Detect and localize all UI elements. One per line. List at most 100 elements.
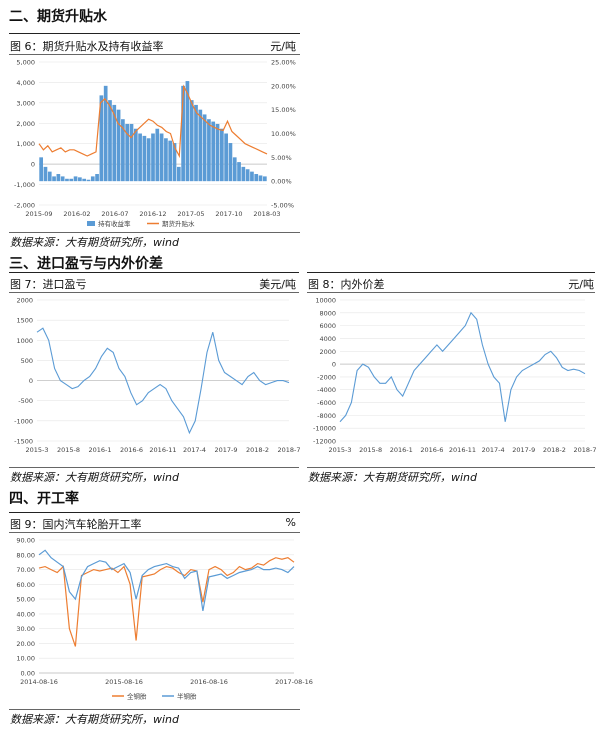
y-tick-label: 5,000 [16,59,35,67]
bar [202,114,207,182]
divider [307,292,595,293]
x-tick-label: 2017-4 [183,446,206,454]
chart-source: 数据来源：大有期货研究所，wind [10,236,180,249]
x-tick-label: 2018-2 [543,446,566,454]
bar [133,128,138,182]
y-tick-label: 2000 [16,297,33,305]
bar [228,143,233,182]
series-line [339,311,586,423]
legend-label: 持有收益率 [98,219,131,228]
chart-caption: 图 9：国内汽车轮胎开工率 [10,518,142,531]
x-tick-label: 2016-11 [149,446,176,454]
chart-caption: 图 6：期货升贴水及持有收益率 [10,40,164,53]
bar [146,138,151,182]
y2-tick-label: 10.00% [271,130,296,138]
bar [198,109,203,182]
chart-source: 数据来源：大有期货研究所，wind [10,713,180,726]
bar [129,123,134,182]
x-tick-label: 2017-05 [177,210,204,218]
chart-unit: % [285,516,296,529]
bar [78,177,82,182]
y-tick-label: 8000 [319,309,336,317]
y-tick-label: 500 [21,357,33,365]
y-tick-label: -2000 [317,373,336,381]
x-tick-label: 2015-8 [57,446,80,454]
y2-tick-label: 15.00% [271,106,296,114]
y-tick-label: 40.00 [16,610,35,618]
bar [258,175,263,182]
y-tick-label: 1500 [16,317,33,325]
bar [254,174,259,182]
series-line [36,327,290,435]
bar [43,166,48,182]
x-tick-label: 2016-12 [139,210,166,218]
y-tick-label: -1000 [14,417,33,425]
bar [99,95,104,182]
y-tick-label: -4000 [317,386,336,394]
divider [9,532,300,533]
bar [69,178,74,182]
bar [211,121,216,182]
x-tick-label: 2016-1 [88,446,111,454]
bar [215,123,220,182]
bar [237,162,241,182]
bar [164,138,168,182]
divider [9,54,300,55]
bar [103,85,108,182]
x-tick-label: 2014-08-16 [20,678,58,686]
series-line [38,557,295,647]
y-tick-label: 10.00 [16,655,35,663]
bar [232,157,237,182]
y-tick-label: -12000 [313,438,336,446]
y-tick-label: 6000 [319,322,336,330]
bar [95,174,99,182]
bar [82,178,87,182]
divider [307,467,595,468]
chart-unit: 元/吨 [270,40,296,53]
y-tick-label: 1000 [16,337,33,345]
x-tick-label: 2015-3 [25,446,48,454]
y-tick-label: -10000 [313,425,336,433]
section-heading-import-profit: 三、进口盈亏与内外价差 [9,256,163,272]
bar [60,176,65,182]
y-tick-label: 0.00 [21,670,35,678]
bar [90,176,95,182]
bar [194,104,198,182]
bar [112,104,117,182]
y-tick-label: -6000 [317,399,336,407]
y-tick-label: 0 [332,361,336,369]
legend-label: 全钢胎 [127,692,147,701]
bar [185,81,190,182]
bar [108,100,112,182]
bar [250,171,254,182]
y-tick-label: 60.00 [16,581,35,589]
y-tick-label: 2000 [319,348,336,356]
series-line [38,84,268,159]
bar [172,143,177,182]
x-tick-label: 2016-1 [390,446,413,454]
bar [189,100,194,182]
bar [159,133,164,182]
x-tick-label: 2016-11 [449,446,476,454]
x-tick-label: 2015-09 [25,210,52,218]
tire-operating-rate-chart: 90.00 80.00 70.00 60.00 50.00 40.00 30.00 20.00… [16,537,313,701]
chart-source: 数据来源：大有期货研究所，wind [308,471,478,484]
x-tick-label: 2017-08-16 [275,678,313,686]
bar [168,140,173,182]
bar [181,85,185,182]
y-tick-label: 4,000 [16,79,35,87]
y-tick-label: 20.00 [16,640,35,648]
bar [151,133,155,182]
y-tick-label: -1500 [14,438,33,446]
y2-tick-label: 5.00% [271,154,292,162]
x-tick-label: 2016-02 [63,210,90,218]
price-spread-chart: 10000 8000 6000 4000 2000 0 -2000 -4000 -6000 -80… [313,297,597,455]
x-tick-label: 2017-10 [215,210,242,218]
y-tick-label: 1,000 [16,140,35,148]
section-heading-operating-rate: 四、开工率 [9,491,79,507]
x-tick-label: 2016-6 [120,446,143,454]
y-tick-label: 4000 [319,335,336,343]
bar [86,179,91,182]
bar [56,174,61,182]
chart-unit: 美元/吨 [259,278,296,291]
